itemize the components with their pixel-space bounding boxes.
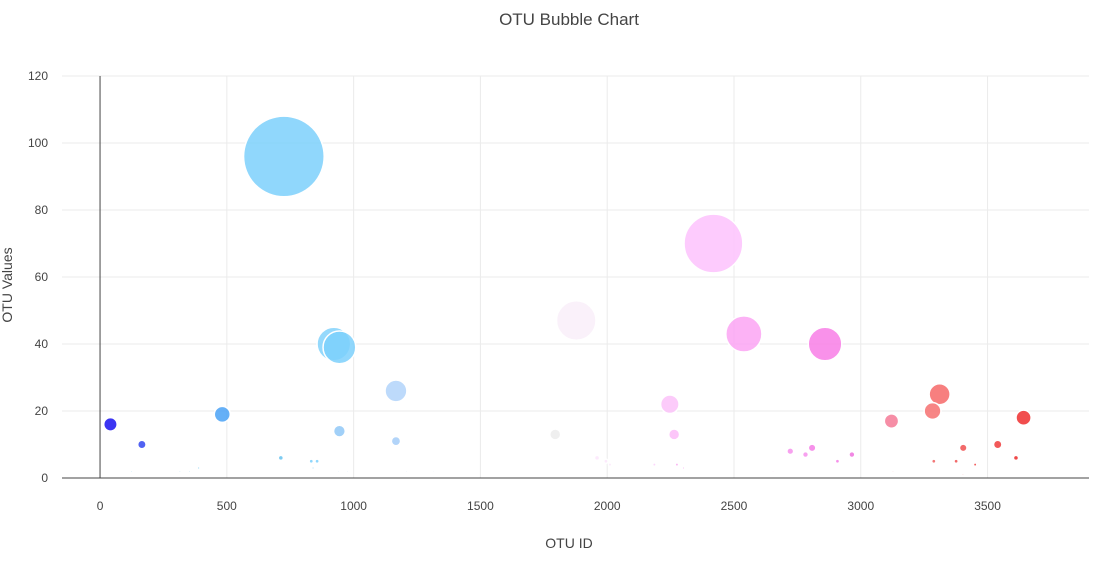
bubble-point[interactable] <box>930 458 937 465</box>
y-tick-label: 60 <box>35 270 49 284</box>
x-tick-label: 2000 <box>594 499 621 513</box>
bubble-point[interactable] <box>322 330 357 365</box>
bubble-point[interactable] <box>891 469 895 474</box>
bubble-point[interactable] <box>883 413 900 429</box>
bubble-point[interactable] <box>242 115 325 198</box>
bubble-point[interactable] <box>213 405 231 424</box>
bubble-point[interactable] <box>311 465 316 470</box>
bubble-point[interactable] <box>314 458 320 465</box>
bubble-point[interactable] <box>187 469 192 474</box>
bubble-point[interactable] <box>992 439 1003 450</box>
bubble-point[interactable] <box>834 458 841 465</box>
bubble-point[interactable] <box>603 458 609 465</box>
y-tick-label: 100 <box>28 136 48 150</box>
x-axis-title: OTU ID <box>545 535 592 551</box>
bubble-point[interactable] <box>332 424 347 438</box>
x-tick-label: 3000 <box>847 499 874 513</box>
x-tick-label: 3500 <box>974 499 1001 513</box>
y-tick-label: 0 <box>41 471 48 485</box>
bubble-point[interactable] <box>928 383 951 406</box>
bubble-point[interactable] <box>136 439 147 450</box>
bubble-point[interactable] <box>549 428 562 441</box>
bubble-point[interactable] <box>848 450 856 459</box>
bubble-point[interactable] <box>345 469 350 474</box>
bubble-point[interactable] <box>555 300 597 342</box>
bubble-point[interactable] <box>390 435 402 447</box>
bubble-point[interactable] <box>972 462 978 468</box>
bubble-point[interactable] <box>725 315 763 353</box>
y-tick-label: 120 <box>28 69 48 83</box>
bubble-point[interactable] <box>336 469 341 474</box>
bubble-point[interactable] <box>771 469 775 474</box>
x-tick-label: 500 <box>217 499 237 513</box>
bubble-point[interactable] <box>659 394 680 415</box>
bubble-point[interactable] <box>651 462 657 468</box>
bubble-point[interactable] <box>431 469 435 474</box>
bubble-point[interactable] <box>196 465 201 470</box>
x-tick-label: 0 <box>97 499 104 513</box>
bubble-point[interactable] <box>1015 409 1032 427</box>
axes: 0 500 1000 1500 2000 2500 3000 3500 0 20 40 60 80 100… <box>28 69 1089 513</box>
bubble-point[interactable] <box>681 465 686 470</box>
x-tick-label: 1000 <box>340 499 367 513</box>
y-tick-label: 20 <box>35 404 49 418</box>
bubble-point[interactable] <box>102 416 118 432</box>
bubble-point[interactable] <box>607 462 613 468</box>
bubble-point[interactable] <box>129 469 133 474</box>
bubble-point[interactable] <box>801 450 810 459</box>
bubble-point[interactable] <box>277 454 285 462</box>
bubble-point[interactable] <box>308 458 315 465</box>
y-tick-label: 40 <box>35 337 49 351</box>
bubble-point[interactable] <box>953 458 959 465</box>
bubble-point[interactable] <box>667 428 681 441</box>
y-tick-label: 80 <box>35 203 49 217</box>
bubble-point[interactable] <box>1012 454 1020 462</box>
bubble-point[interactable] <box>683 213 744 274</box>
x-tick-label: 2500 <box>721 499 748 513</box>
bubble-point[interactable] <box>674 462 680 468</box>
bubble-point[interactable] <box>923 401 942 421</box>
y-axis-title: OTU Values <box>0 247 15 322</box>
bubble-point[interactable] <box>178 469 182 474</box>
bubble-point[interactable] <box>404 469 409 474</box>
chart-title: OTU Bubble Chart <box>499 10 639 29</box>
bubble-point[interactable] <box>807 443 817 453</box>
grid-lines <box>62 75 1089 478</box>
bubble-point[interactable] <box>593 454 601 462</box>
bubble-layer <box>102 115 1032 477</box>
bubble-point[interactable] <box>958 443 968 453</box>
x-tick-label: 1500 <box>467 499 494 513</box>
bubble-point[interactable] <box>786 447 795 456</box>
bubble-point[interactable] <box>961 472 965 477</box>
bubble-point[interactable] <box>807 326 843 362</box>
bubble-point[interactable] <box>384 379 408 403</box>
